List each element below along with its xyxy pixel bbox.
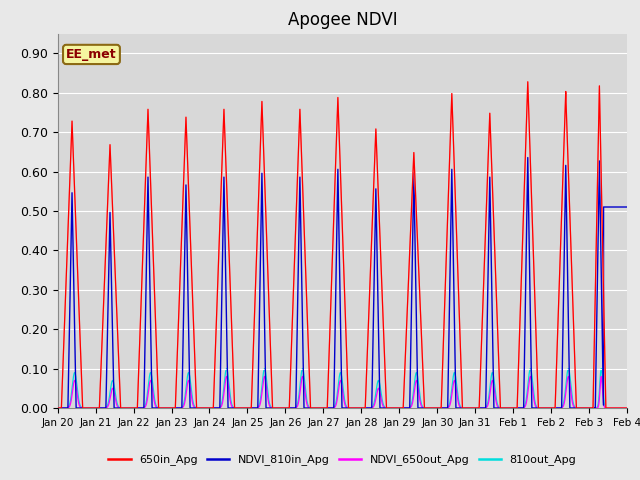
Text: EE_met: EE_met <box>66 48 116 61</box>
Title: Apogee NDVI: Apogee NDVI <box>287 11 397 29</box>
Legend: 650in_Apg, NDVI_810in_Apg, NDVI_650out_Apg, 810out_Apg: 650in_Apg, NDVI_810in_Apg, NDVI_650out_A… <box>104 450 581 470</box>
